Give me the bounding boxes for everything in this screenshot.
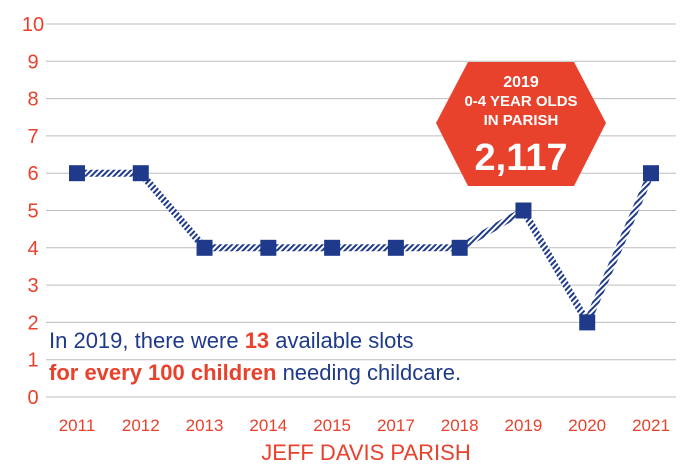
x-tick-label: 2019 — [505, 416, 543, 435]
y-tick-label: 1 — [27, 350, 38, 372]
y-tick-label: 7 — [27, 126, 38, 148]
data-point — [451, 239, 468, 256]
series-line — [77, 169, 655, 326]
badge-hexagon — [436, 62, 606, 186]
y-axis: 0 1 2 3 4 5 6 7 8 9 10 — [22, 14, 44, 409]
data-point — [324, 239, 341, 256]
x-tick-label: 2020 — [568, 416, 606, 435]
data-point — [387, 239, 404, 256]
y-tick-label: 2 — [27, 312, 38, 334]
x-tick-label: 2015 — [313, 416, 351, 435]
series-markers — [69, 165, 659, 331]
y-tick-label: 9 — [27, 51, 38, 73]
data-point — [132, 165, 149, 182]
x-tick-label: 2017 — [377, 416, 415, 435]
note-text: In 2019, there were — [49, 328, 245, 353]
badge-value: 2,117 — [475, 137, 568, 179]
x-tick-label: 2018 — [441, 416, 479, 435]
note-text: available slots — [269, 328, 414, 353]
data-point — [579, 314, 596, 331]
y-tick-label: 4 — [27, 238, 38, 260]
badge: 2019 0-4 YEAR OLDS IN PARISH 2,117 — [436, 62, 606, 186]
x-tick-label: 2014 — [249, 416, 287, 435]
y-tick-label: 0 — [27, 387, 38, 409]
y-tick-label: 8 — [27, 89, 38, 111]
y-tick-label: 3 — [27, 275, 38, 297]
y-tick-label: 6 — [27, 163, 38, 185]
data-point — [196, 239, 213, 256]
x-axis: 2011 2012 2013 2014 2015 2017 2018 2019 2020 2021 — [59, 416, 670, 435]
data-point — [69, 165, 85, 182]
x-tick-label: 2013 — [186, 416, 224, 435]
y-tick-label: 5 — [27, 201, 38, 223]
badge-label-parish: IN PARISH — [484, 112, 559, 129]
x-tick-label: 2011 — [59, 416, 96, 435]
data-point — [260, 239, 277, 256]
x-axis-label: JEFF DAVIS PARISH — [261, 440, 470, 465]
note-text: needing childcare. — [276, 360, 462, 385]
x-tick-label: 2012 — [122, 416, 160, 435]
data-point — [515, 202, 532, 219]
note-number: 13 — [244, 328, 270, 353]
badge-label-age: 0-4 YEAR OLDS — [464, 93, 577, 110]
x-tick-label: 2021 — [632, 416, 670, 435]
note-highlight: for every 100 children — [49, 360, 277, 385]
data-point — [643, 165, 659, 182]
note-line-2: for every 100 children needing childcare… — [47, 360, 464, 385]
badge-year: 2019 — [503, 74, 539, 91]
note-line-1: In 2019, there were 13 available slots — [47, 328, 416, 353]
series-line — [77, 169, 655, 326]
y-tick-label: 10 — [22, 14, 44, 36]
